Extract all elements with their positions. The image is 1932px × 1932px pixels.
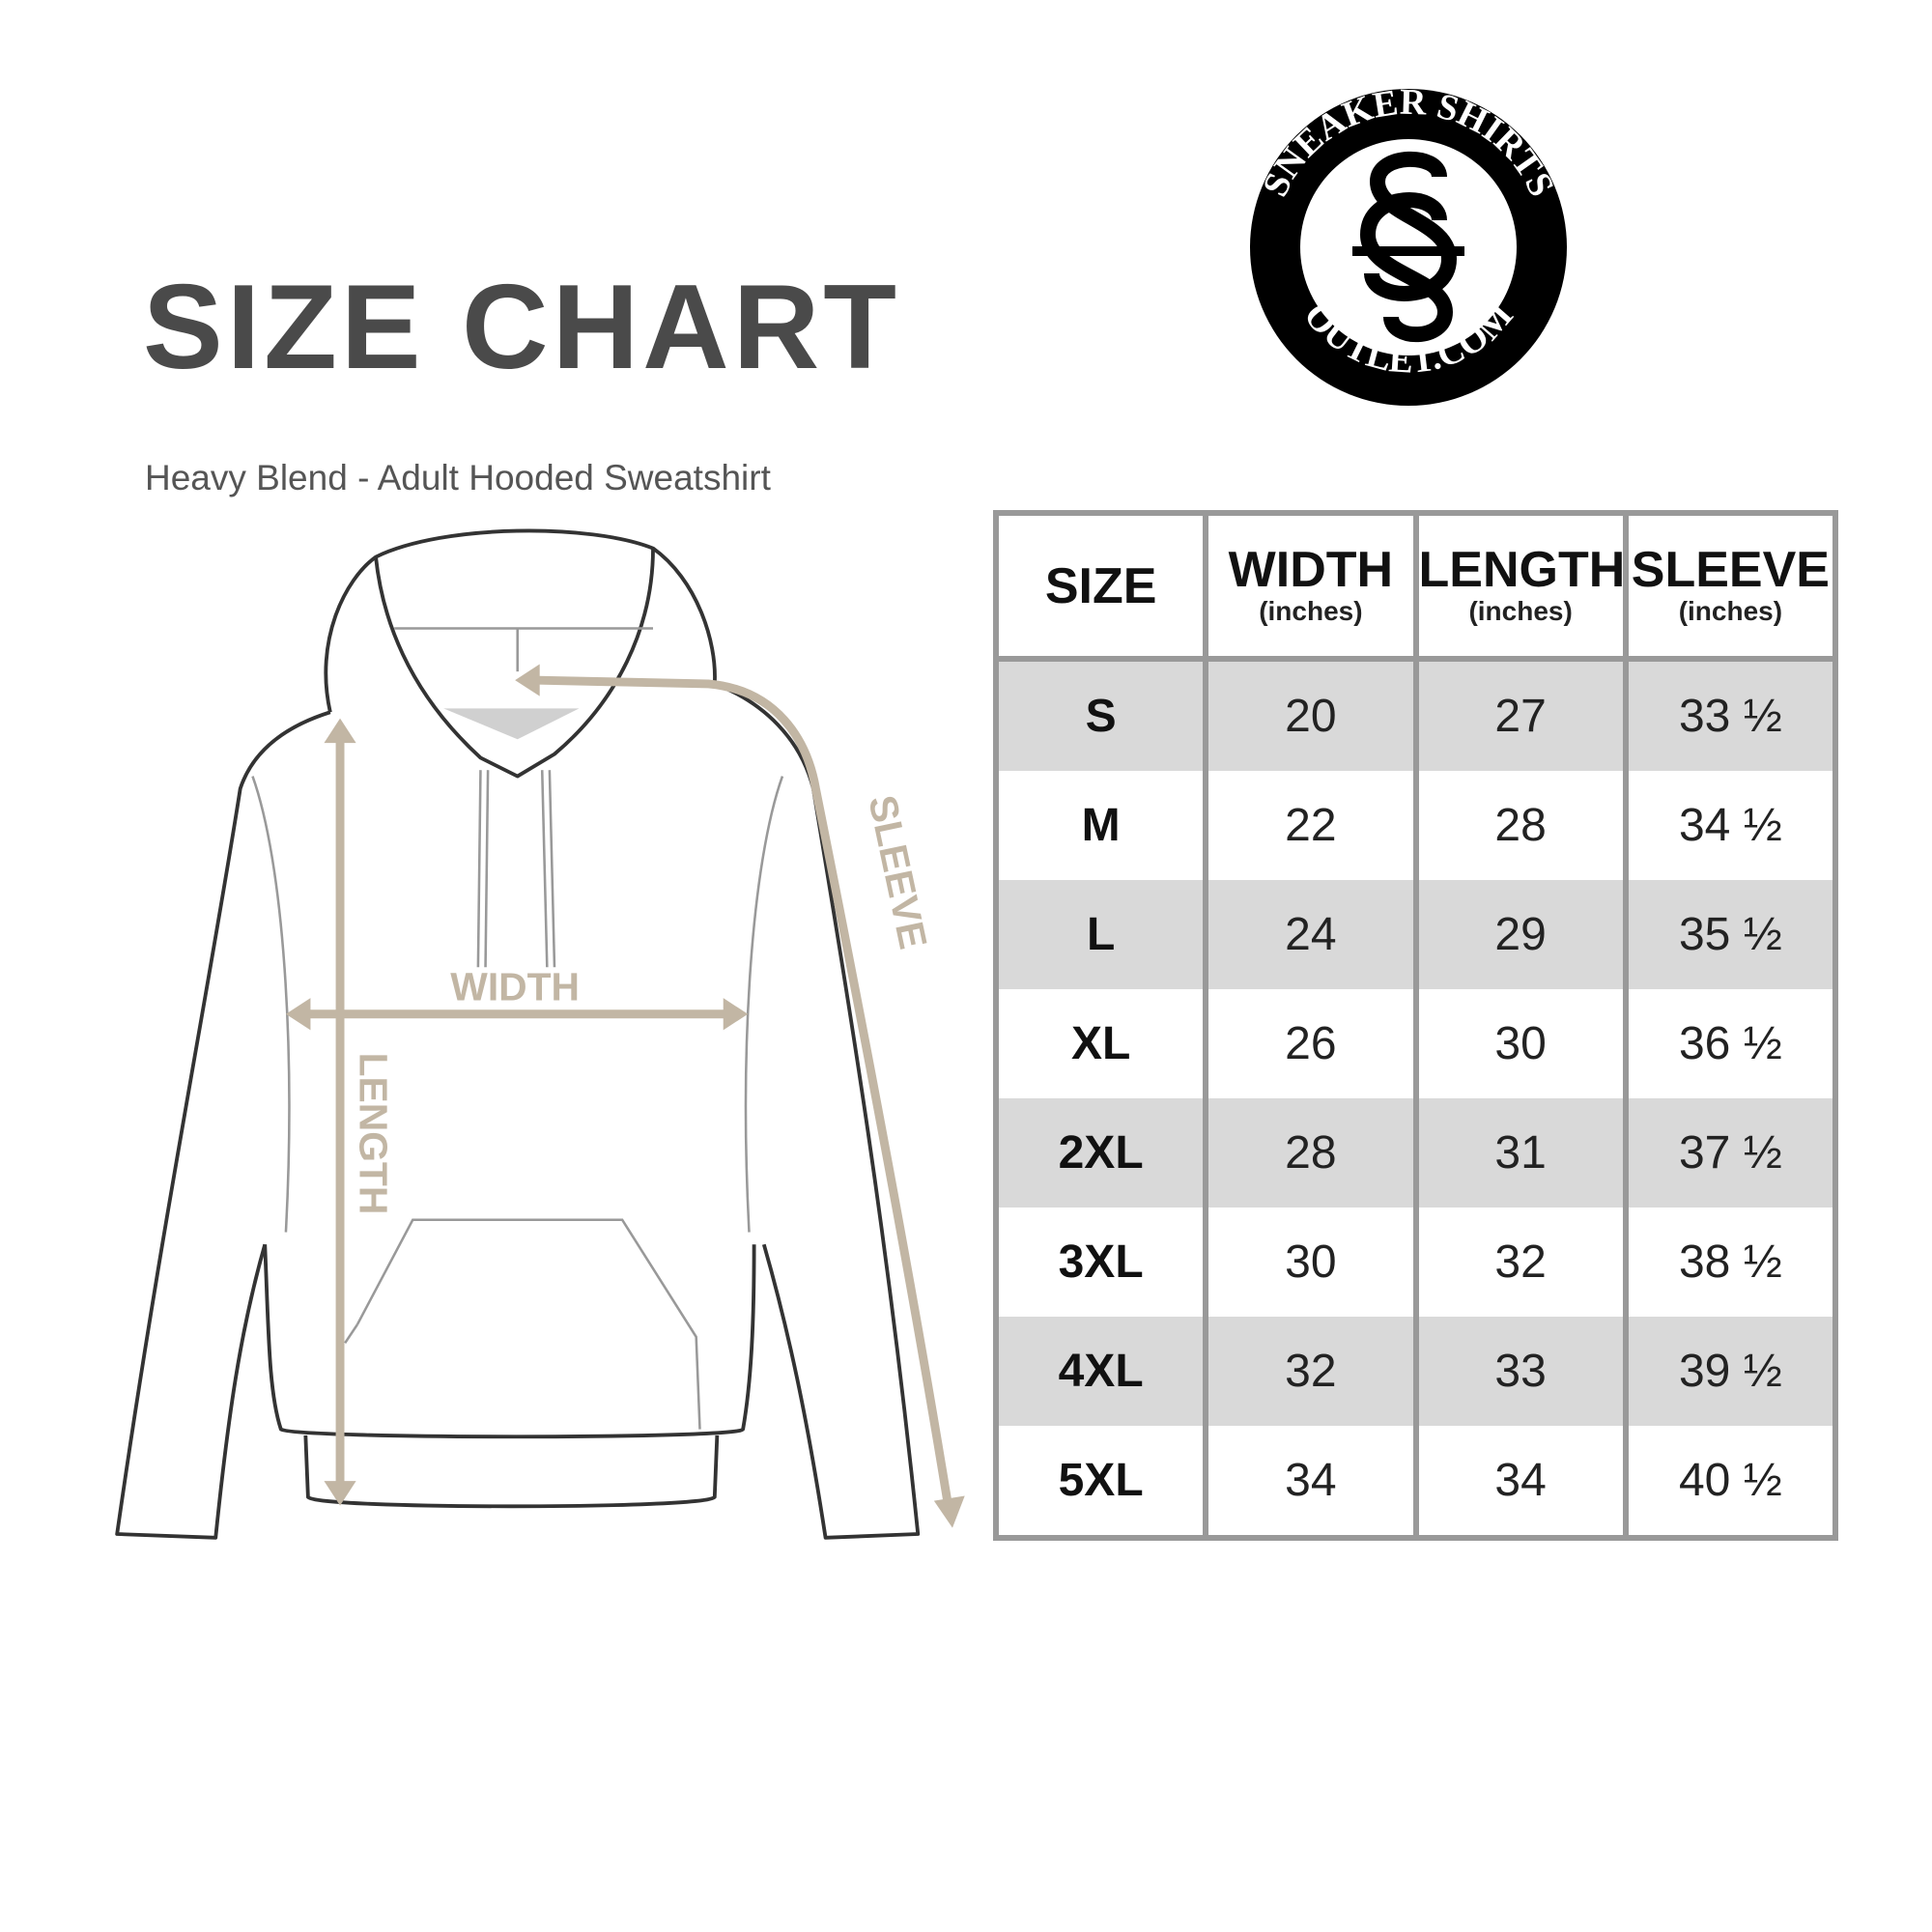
cell-length: 29 xyxy=(1412,880,1629,989)
cell-length: 34 xyxy=(1412,1426,1629,1538)
table-row: 5XL 34 34 40 ½ xyxy=(992,1426,1839,1538)
cell-sleeve: 34 ½ xyxy=(1622,771,1839,880)
hoodie-outline xyxy=(115,528,921,1540)
cell-size: XL xyxy=(992,989,1209,1098)
table-header-row: SIZE WIDTH (inches) LENGTH (inches) SLEEVE… xyxy=(992,513,1839,662)
cell-width: 34 xyxy=(1203,1426,1419,1538)
cell-size: 3XL xyxy=(992,1208,1209,1317)
cell-sleeve: 35 ½ xyxy=(1622,880,1839,989)
measure-arrows xyxy=(285,664,965,1528)
cell-length: 30 xyxy=(1412,989,1629,1098)
cell-width: 32 xyxy=(1203,1317,1419,1426)
header-size: SIZE xyxy=(992,513,1209,662)
cell-sleeve: 39 ½ xyxy=(1622,1317,1839,1426)
width-label: WIDTH xyxy=(450,965,580,1009)
table-row: L 24 29 35 ½ xyxy=(992,880,1839,989)
sleeve-arrow xyxy=(531,675,953,1511)
cell-size: 5XL xyxy=(992,1426,1209,1538)
size-table: SIZE WIDTH (inches) LENGTH (inches) SLEEVE… xyxy=(992,510,1839,1541)
table-row: 3XL 30 32 38 ½ xyxy=(992,1208,1839,1317)
monogram-icon xyxy=(1352,151,1464,343)
cell-sleeve: 36 ½ xyxy=(1622,989,1839,1098)
page-title: SIZE CHART xyxy=(143,261,900,394)
header-sleeve: SLEEVE (inches) xyxy=(1622,513,1839,662)
cell-width: 30 xyxy=(1203,1208,1419,1317)
cell-length: 27 xyxy=(1412,659,1629,771)
table-row: XL 26 30 36 ½ xyxy=(992,989,1839,1098)
header-width: WIDTH (inches) xyxy=(1203,513,1419,662)
hoodie-details xyxy=(251,627,784,1430)
cell-width: 22 xyxy=(1203,771,1419,880)
cell-width: 26 xyxy=(1203,989,1419,1098)
cell-size: 2XL xyxy=(992,1098,1209,1208)
header-length: LENGTH (inches) xyxy=(1412,513,1629,662)
cell-size: L xyxy=(992,880,1209,989)
sleeve-label: SLEEVE xyxy=(860,791,935,952)
cell-length: 31 xyxy=(1412,1098,1629,1208)
hood-lining xyxy=(443,708,580,740)
cell-size: S xyxy=(992,659,1209,771)
brand-logo: SNEAKER SHIRTS OUTLET.COM xyxy=(1250,85,1567,406)
table-row: S 20 27 33 ½ xyxy=(992,659,1839,771)
table-row: 4XL 32 33 39 ½ xyxy=(992,1317,1839,1426)
cell-length: 28 xyxy=(1412,771,1629,880)
table-row: 2XL 28 31 37 ½ xyxy=(992,1098,1839,1208)
table-row: M 22 28 34 ½ xyxy=(992,771,1839,880)
cell-sleeve: 38 ½ xyxy=(1622,1208,1839,1317)
cell-width: 28 xyxy=(1203,1098,1419,1208)
length-label: LENGTH xyxy=(351,1053,395,1215)
cell-size: 4XL xyxy=(992,1317,1209,1426)
cell-width: 20 xyxy=(1203,659,1419,771)
cell-size: M xyxy=(992,771,1209,880)
cell-sleeve: 40 ½ xyxy=(1622,1426,1839,1538)
product-subtitle: Heavy Blend - Adult Hooded Sweatshirt xyxy=(145,458,771,497)
cell-sleeve: 33 ½ xyxy=(1622,659,1839,771)
cell-width: 24 xyxy=(1203,880,1419,989)
cell-length: 33 xyxy=(1412,1317,1629,1426)
cell-length: 32 xyxy=(1412,1208,1629,1317)
cell-sleeve: 37 ½ xyxy=(1622,1098,1839,1208)
